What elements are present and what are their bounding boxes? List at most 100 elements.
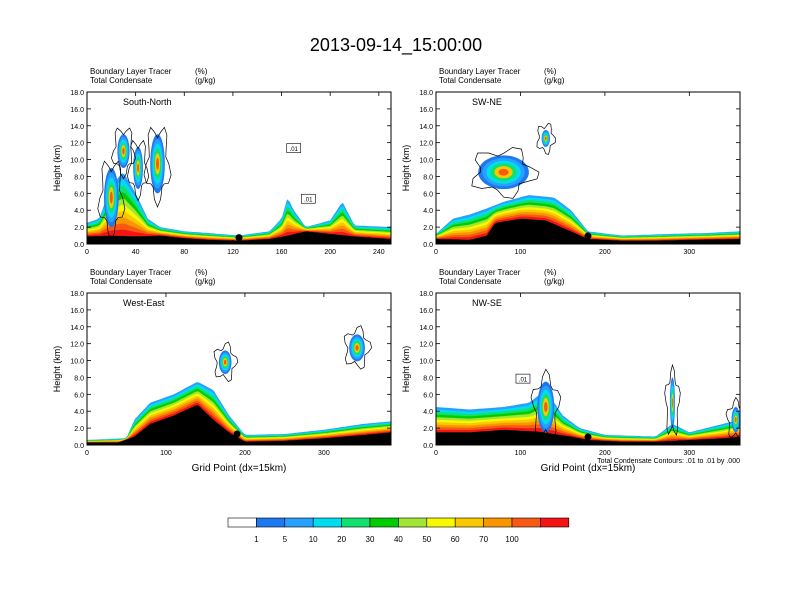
colorbar-swatch — [398, 517, 428, 528]
panel-nw-se: .01 0.0 2.0 4.0 6.0 8.0 10.0 12.0 14.0 16.0 18.0 0 1… — [401, 268, 741, 474]
contour-label-box — [301, 193, 316, 204]
colorbar-swatch — [369, 517, 399, 528]
colorbar-swatch — [426, 517, 456, 528]
tracer-blob — [498, 168, 509, 176]
y-tick-label: 12.0 — [419, 342, 433, 349]
y-tick-label: 16.0 — [70, 308, 84, 315]
x-tick-label: 300 — [318, 450, 330, 457]
tracer-blob — [223, 359, 227, 365]
x-tick-label: 100 — [160, 450, 172, 457]
panels: .01 .01 0.0 2.0 4.0 6.0 8.0 10.0 12.0 14.0 16.0 18.… — [52, 67, 741, 474]
contour-label-box — [286, 143, 302, 153]
panel-subtitle: Total Condensate — [439, 277, 502, 286]
tracer-blob — [734, 417, 737, 423]
y-tick-label: 18.0 — [70, 291, 84, 298]
x-tick-label: 40 — [132, 249, 140, 256]
y-tick-label: 12.0 — [419, 141, 433, 148]
x-tick-label: 0 — [434, 249, 438, 256]
tracer-blob — [137, 163, 140, 173]
panel-subtitle: Boundary Layer Tracer — [90, 67, 172, 76]
y-tick-label: 4.0 — [74, 409, 84, 416]
y-tick-label: 18.0 — [419, 291, 433, 298]
tracer-blob — [156, 157, 159, 170]
y-tick-label: 10.0 — [419, 359, 433, 366]
x-tick-label: 200 — [599, 249, 611, 256]
colorbar: 1 5 10 20 30 40 50 60 70 100 — [227, 517, 570, 544]
colorbar-swatch — [256, 517, 286, 528]
y-tick-label: 6.0 — [423, 191, 433, 198]
y-axis-label: Height (km) — [401, 145, 411, 192]
colorbar-swatch — [312, 517, 342, 528]
colorbar-label: 20 — [337, 535, 346, 544]
panel-subtitle-units: (%) — [544, 67, 557, 76]
x-tick-label: 160 — [276, 249, 288, 256]
panel-subtitle-units: (%) — [195, 67, 208, 76]
plot-frame — [86, 292, 392, 446]
y-tick-label: 6.0 — [74, 392, 84, 399]
tracer-band — [87, 398, 391, 443]
panel-subtitle-units: (g/kg) — [544, 76, 565, 85]
y-tick-label: 8.0 — [423, 375, 433, 382]
contour-label-box — [515, 373, 531, 384]
panel-subtitle-units: (g/kg) — [195, 277, 216, 286]
x-tick-label: 200 — [599, 450, 611, 457]
plot-area: .01 .01 — [87, 126, 391, 244]
tracer-blob — [544, 401, 548, 413]
colorbar-label: 1 — [254, 535, 259, 544]
tracer-blob — [122, 147, 125, 155]
y-axis-label: Height (km) — [401, 346, 411, 393]
y-tick-label: 8.0 — [74, 375, 84, 382]
colorbar-label: 10 — [309, 535, 318, 544]
panel-subtitle: Boundary Layer Tracer — [90, 268, 172, 277]
colorbar-swatch — [483, 517, 513, 528]
panel-south-north: .01 .01 0.0 2.0 4.0 6.0 8.0 10.0 12.0 14.0 16.0 18.… — [52, 67, 392, 256]
colorbar-label: 60 — [451, 535, 460, 544]
colorbar-label: 50 — [422, 535, 431, 544]
cross-section-label: NW-SE — [472, 298, 502, 308]
x-tick-label: 80 — [180, 249, 188, 256]
panel-subtitle: Total Condensate — [439, 76, 502, 85]
figure-title: 2013-09-14_15:00:00 — [310, 35, 482, 56]
colorbar-label: 30 — [366, 535, 375, 544]
tracer-band — [436, 407, 740, 442]
y-tick-label: 16.0 — [419, 308, 433, 315]
condensate-contour — [664, 363, 681, 437]
terrain — [87, 231, 391, 244]
tracer-band — [436, 411, 740, 442]
colorbar-swatch — [227, 517, 257, 528]
y-axis-label: Height (km) — [52, 145, 62, 192]
y-tick-label: 2.0 — [74, 426, 84, 433]
colorbar-label: 5 — [283, 535, 288, 544]
y-tick-label: 12.0 — [70, 342, 84, 349]
panel-subtitle-units: (g/kg) — [195, 76, 216, 85]
y-tick-label: 14.0 — [70, 124, 84, 131]
contour-label: .01 — [290, 147, 299, 153]
condensate-contour — [127, 139, 150, 202]
cross-section-label: SW-NE — [472, 97, 502, 107]
condensate-contour — [536, 122, 557, 155]
cross-section-marker — [235, 234, 243, 242]
y-tick-label: 2.0 — [74, 225, 84, 232]
y-tick-label: 8.0 — [74, 174, 84, 181]
cross-section-marker — [584, 433, 592, 441]
x-tick-label: 0 — [85, 450, 89, 457]
tracer-band — [87, 396, 391, 443]
y-tick-label: 4.0 — [74, 208, 84, 215]
plot-frame — [435, 91, 741, 245]
condensate-contour — [111, 127, 136, 180]
condensate-contour — [143, 126, 172, 208]
panel-west-east: 0.0 2.0 4.0 6.0 8.0 10.0 12.0 14.0 16.0 18.0 0 100 2… — [52, 268, 392, 474]
tracer-band — [87, 229, 391, 241]
condensate-contour — [343, 325, 372, 370]
y-tick-label: 0.0 — [423, 443, 433, 450]
colorbar-label: 70 — [479, 535, 488, 544]
y-axis-label: Height (km) — [52, 346, 62, 393]
x-axis-label: Grid Point (dx=15km) — [192, 463, 287, 474]
x-tick-label: 100 — [515, 249, 527, 256]
panel-subtitle-units: (%) — [195, 268, 208, 277]
contour-label: .01 — [519, 378, 528, 384]
tracer-band — [436, 216, 740, 241]
terrain — [436, 218, 740, 244]
tracer-band — [87, 223, 391, 241]
